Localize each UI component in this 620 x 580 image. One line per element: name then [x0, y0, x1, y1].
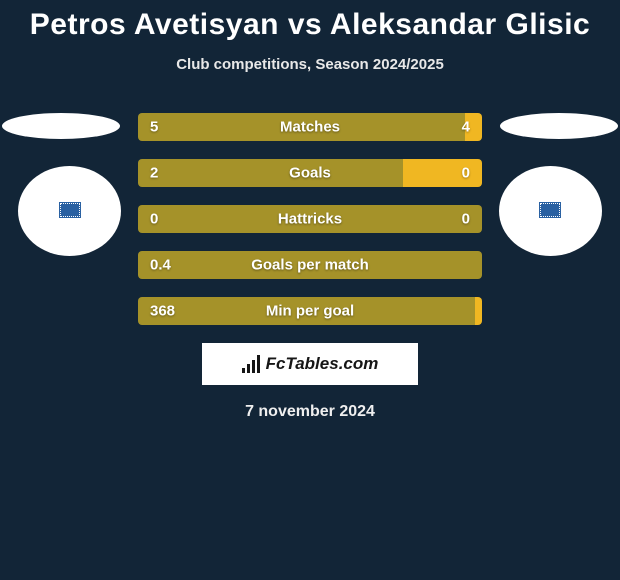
stat-bar: 5 4 Matches — [138, 113, 482, 141]
stat-bar: 2 0 Goals — [138, 159, 482, 187]
stat-bar-right-segment — [403, 159, 482, 187]
stat-right-value: 0 — [462, 165, 470, 182]
stat-bar: 0 0 Hattricks — [138, 205, 482, 233]
player-left-oval-top — [2, 113, 120, 139]
stat-left-value: 368 — [150, 303, 175, 320]
stat-bars: 5 4 Matches 2 0 Goals 0 0 Hattricks 0.4 Goals per … — [138, 113, 482, 325]
stat-label: Matches — [280, 119, 340, 136]
stat-right-value: 4 — [462, 119, 470, 136]
stat-label: Hattricks — [278, 211, 342, 228]
player-right-oval-top — [500, 113, 618, 139]
snapshot-date: 7 november 2024 — [0, 403, 620, 421]
stat-left-value: 0.4 — [150, 257, 171, 274]
stat-bar: 368 Min per goal — [138, 297, 482, 325]
stat-label: Min per goal — [266, 303, 354, 320]
stat-bar-left-segment — [138, 159, 403, 187]
player-left-flag-icon — [59, 202, 81, 218]
stat-bar: 0.4 Goals per match — [138, 251, 482, 279]
chart-bars-icon — [242, 355, 260, 373]
comparison-panel: 5 4 Matches 2 0 Goals 0 0 Hattricks 0.4 Goals per … — [0, 113, 620, 421]
stat-label: Goals per match — [251, 257, 369, 274]
stat-left-value: 5 — [150, 119, 158, 136]
subtitle: Club competitions, Season 2024/2025 — [0, 56, 620, 73]
stat-left-value: 2 — [150, 165, 158, 182]
stat-label: Goals — [289, 165, 331, 182]
page-title: Petros Avetisyan vs Aleksandar Glisic — [0, 0, 620, 42]
logo-text: FcTables.com — [266, 354, 379, 374]
stat-left-value: 0 — [150, 211, 158, 228]
stat-right-value: 0 — [462, 211, 470, 228]
player-right-flag-icon — [539, 202, 561, 218]
stat-bar-right-segment — [475, 297, 482, 325]
fctables-logo: FcTables.com — [202, 343, 418, 385]
